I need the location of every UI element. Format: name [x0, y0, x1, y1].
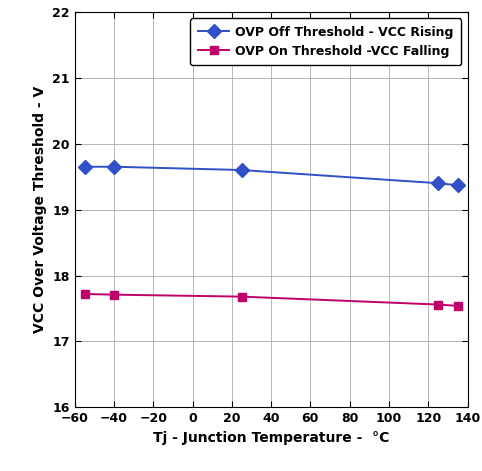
- Line: OVP On Threshold -VCC Falling: OVP On Threshold -VCC Falling: [80, 290, 462, 310]
- Legend: OVP Off Threshold - VCC Rising, OVP On Threshold -VCC Falling: OVP Off Threshold - VCC Rising, OVP On T…: [190, 18, 461, 65]
- OVP On Threshold -VCC Falling: [111, 292, 117, 298]
- OVP Off Threshold - VCC Rising: [435, 180, 441, 186]
- OVP On Threshold -VCC Falling: [239, 294, 244, 300]
- OVP Off Threshold - VCC Rising: [455, 182, 461, 188]
- OVP On Threshold -VCC Falling: [435, 302, 441, 308]
- OVP On Threshold -VCC Falling: [455, 303, 461, 309]
- Line: OVP Off Threshold - VCC Rising: OVP Off Threshold - VCC Rising: [80, 162, 463, 190]
- OVP Off Threshold - VCC Rising: [81, 164, 87, 170]
- Y-axis label: VCC Over Voltage Threshold - V: VCC Over Voltage Threshold - V: [33, 86, 47, 333]
- OVP Off Threshold - VCC Rising: [111, 164, 117, 170]
- OVP On Threshold -VCC Falling: [81, 291, 87, 297]
- X-axis label: Tj - Junction Temperature -  °C: Tj - Junction Temperature - °C: [153, 431, 389, 445]
- OVP Off Threshold - VCC Rising: [239, 167, 244, 173]
